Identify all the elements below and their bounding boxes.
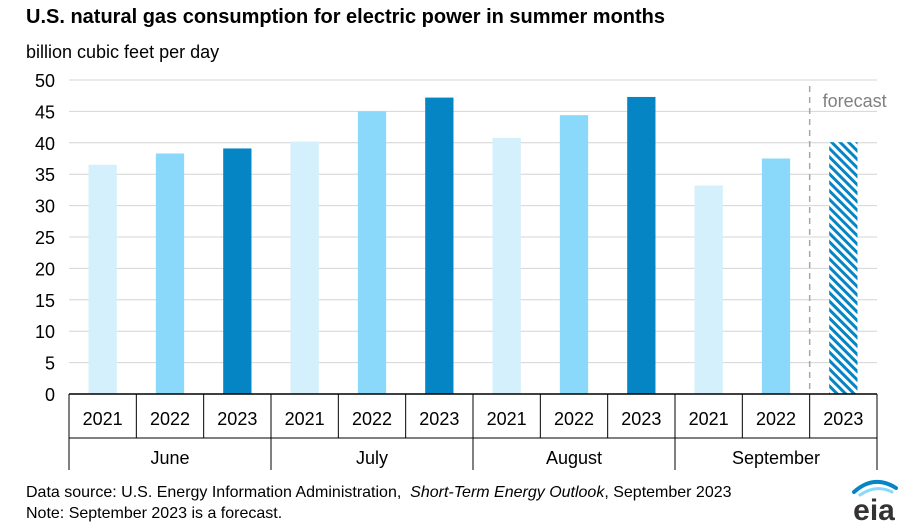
y-tick-label: 45	[35, 102, 55, 122]
bar-june-2021	[88, 164, 117, 394]
chart-title: U.S. natural gas consumption for electri…	[26, 6, 666, 28]
y-tick-label: 0	[45, 385, 55, 405]
y-tick-label: 25	[35, 228, 55, 248]
y-tick-label: 50	[35, 71, 55, 91]
x-tick-year-label: 2023	[621, 409, 661, 429]
bar-june-2022	[155, 153, 185, 394]
source-title: Short-Term Energy Outlook	[410, 484, 605, 501]
forecast-note: Note: September 2023 is a forecast.	[26, 505, 283, 522]
y-tick-label: 30	[35, 197, 55, 217]
y-tick-label: 35	[35, 165, 55, 185]
x-group-month-label: August	[546, 448, 602, 468]
bar-september-2021	[694, 185, 723, 394]
bar-august-2021	[492, 137, 521, 394]
y-tick-label: 40	[35, 134, 55, 154]
bar-august-2022	[559, 115, 589, 394]
x-tick-year-label: 2023	[823, 409, 863, 429]
y-tick-label: 5	[45, 354, 55, 374]
bar-forecast-september-2023	[829, 142, 858, 394]
y-tick-label: 20	[35, 259, 55, 279]
bar-june-2023	[223, 148, 252, 394]
y-tick-label: 10	[35, 322, 55, 342]
data-source-note: Data source: U.S. Energy Information Adm…	[26, 484, 732, 502]
x-group-month-label: September	[732, 448, 820, 468]
bar-august-2023	[627, 96, 656, 395]
bar-september-2022	[761, 158, 791, 394]
x-group-month-label: July	[356, 448, 388, 468]
forecast-label: forecast	[823, 91, 887, 111]
x-tick-year-label: 2021	[83, 409, 123, 429]
x-tick-year-label: 2021	[689, 409, 729, 429]
x-tick-year-label: 2021	[285, 409, 325, 429]
bar-july-2021	[290, 141, 319, 394]
logo-text: eia	[853, 494, 895, 524]
y-tick-label: 15	[35, 291, 55, 311]
source-prefix: Data source: U.S. Energy Information Adm…	[26, 484, 402, 501]
x-tick-year-label: 2022	[150, 409, 190, 429]
x-group-month-label: June	[150, 448, 189, 468]
x-tick-year-label: 2022	[352, 409, 392, 429]
x-tick-year-label: 2023	[217, 409, 257, 429]
y-axis-unit-label: billion cubic feet per day	[26, 42, 220, 62]
bar-july-2022	[357, 111, 387, 395]
x-tick-year-label: 2022	[756, 409, 796, 429]
eia-logo: eia	[852, 480, 898, 524]
bar-july-2023	[425, 97, 454, 395]
source-suffix: , September 2023	[604, 484, 732, 501]
bar-chart: 0 5 10 15 20 25 30 35 40 45 50 2021 2022 2023 June 202…	[35, 71, 887, 470]
x-tick-year-label: 2022	[554, 409, 594, 429]
x-tick-year-label: 2023	[419, 409, 459, 429]
x-tick-year-label: 2021	[487, 409, 527, 429]
